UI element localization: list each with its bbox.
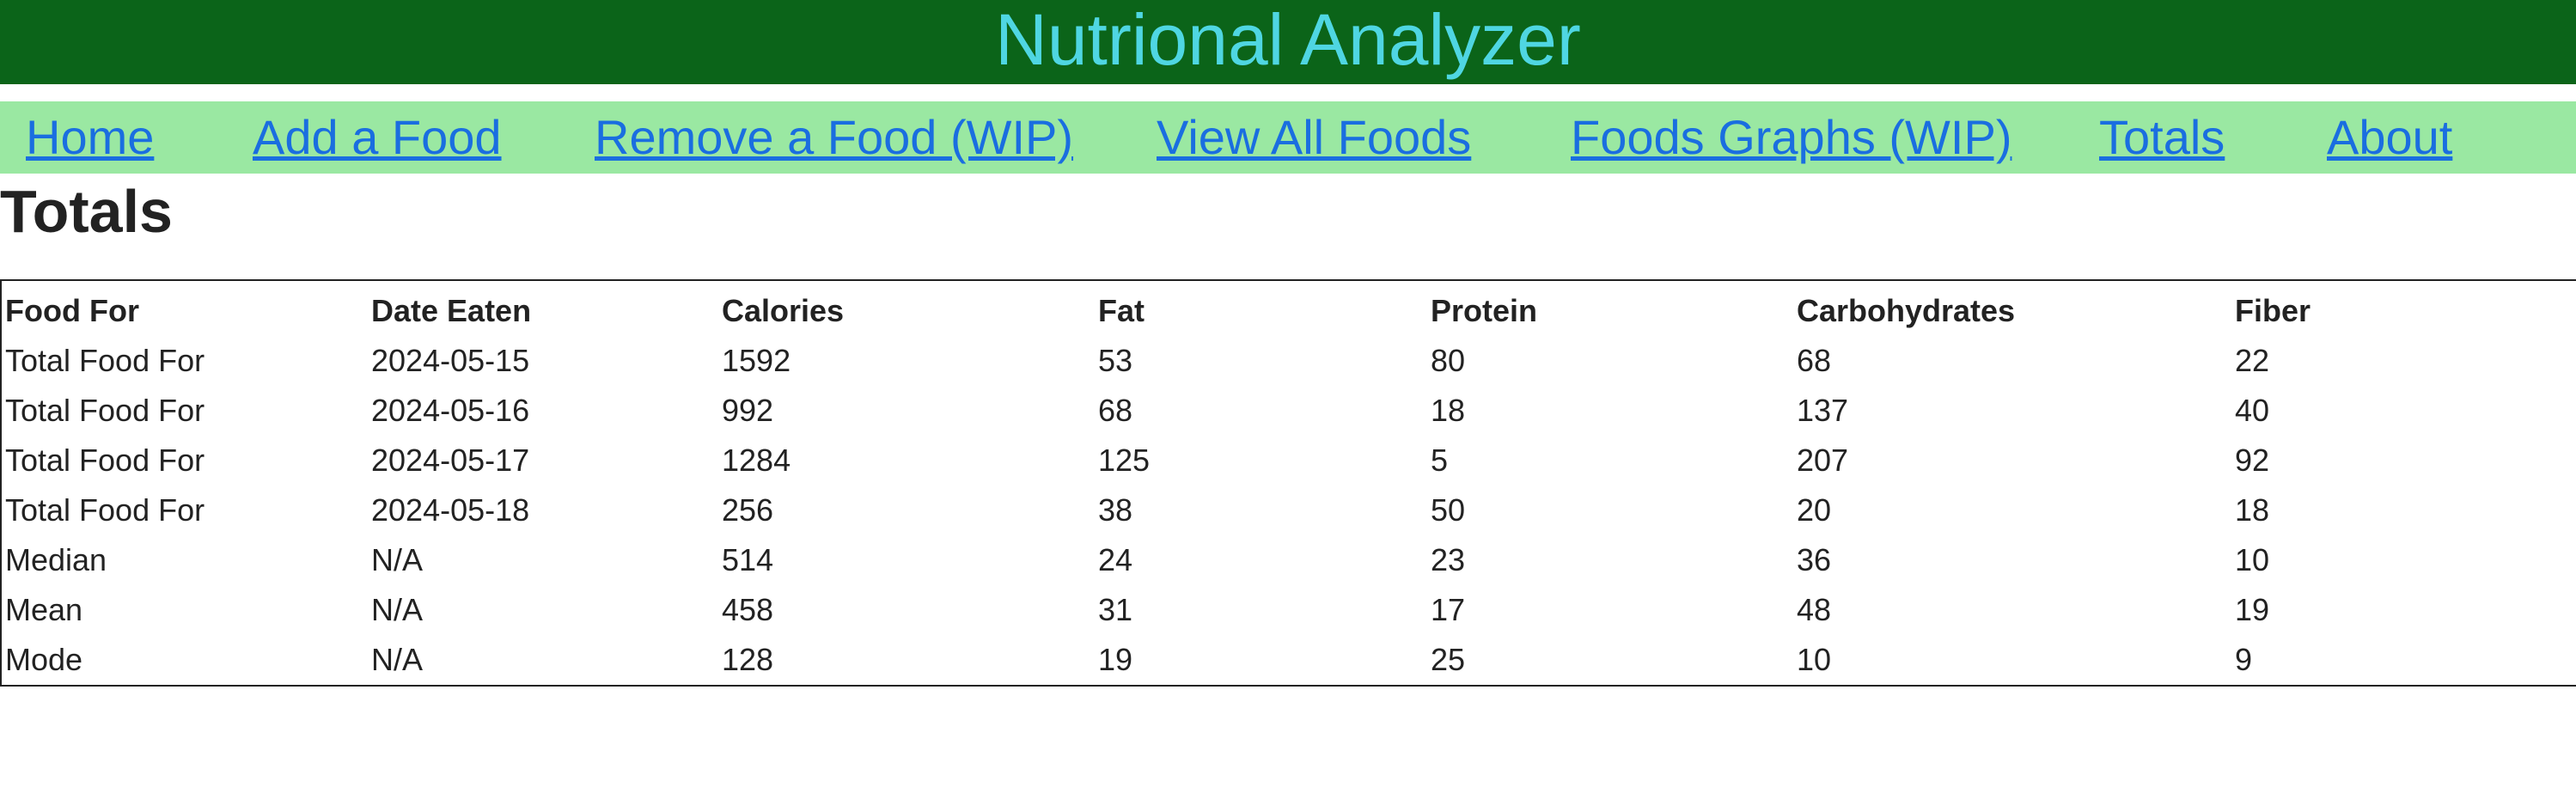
table-row: Total Food For 2024-05-17 1284 125 5 207… xyxy=(1,436,2576,485)
cell-food-for: Total Food For xyxy=(5,492,205,528)
table-row: Total Food For 2024-05-16 992 68 18 137 … xyxy=(1,386,2576,436)
nav-link-remove-food[interactable]: Remove a Food (WIP) xyxy=(595,110,1074,164)
cell-calories: 992 xyxy=(722,393,774,428)
cell-date-eaten: 2024-05-15 xyxy=(371,343,530,378)
cell-date-eaten: 2024-05-17 xyxy=(371,443,530,478)
cell-fat: 31 xyxy=(1098,592,1133,627)
nav-link-foods-graphs[interactable]: Foods Graphs (WIP) xyxy=(1571,110,2012,164)
column-header-fiber: Fiber xyxy=(2235,293,2311,328)
app-title: Nutrional Analyzer xyxy=(995,0,1581,80)
nav-bar: Home Add a Food Remove a Food (WIP) View… xyxy=(0,101,2576,174)
cell-protein: 50 xyxy=(1431,492,1466,528)
column-header-food-for: Food For xyxy=(5,293,139,328)
nav-link-add-food[interactable]: Add a Food xyxy=(253,110,502,164)
column-header-calories: Calories xyxy=(722,293,845,328)
table-row: Median N/A 514 24 23 36 10 xyxy=(1,535,2576,585)
cell-fat: 53 xyxy=(1098,343,1133,378)
table-row: Mode N/A 128 19 25 10 9 xyxy=(1,635,2576,686)
cell-date-eaten: N/A xyxy=(371,592,424,627)
cell-food-for: Total Food For xyxy=(5,393,205,428)
cell-carbohydrates: 207 xyxy=(1797,443,1849,478)
column-header-carbohydrates: Carbohydrates xyxy=(1797,293,2016,328)
cell-date-eaten: N/A xyxy=(371,542,424,577)
cell-calories: 1592 xyxy=(722,343,791,378)
cell-calories: 128 xyxy=(722,642,774,677)
cell-protein: 5 xyxy=(1431,443,1449,478)
cell-calories: 458 xyxy=(722,592,774,627)
column-header-protein: Protein xyxy=(1431,293,1538,328)
cell-fiber: 40 xyxy=(2235,393,2270,428)
cell-carbohydrates: 68 xyxy=(1797,343,1832,378)
totals-table: Food For Date Eaten Calories Fat Protein… xyxy=(0,279,2576,687)
column-header-fat: Fat xyxy=(1098,293,1145,328)
cell-calories: 256 xyxy=(722,492,774,528)
nav-link-totals[interactable]: Totals xyxy=(2099,110,2225,164)
cell-protein: 25 xyxy=(1431,642,1466,677)
cell-fiber: 22 xyxy=(2235,343,2270,378)
cell-protein: 80 xyxy=(1431,343,1466,378)
cell-protein: 18 xyxy=(1431,393,1466,428)
cell-fiber: 18 xyxy=(2235,492,2270,528)
cell-date-eaten: 2024-05-16 xyxy=(371,393,530,428)
cell-carbohydrates: 10 xyxy=(1797,642,1832,677)
cell-food-for: Total Food For xyxy=(5,343,205,378)
cell-carbohydrates: 137 xyxy=(1797,393,1849,428)
column-header-date-eaten: Date Eaten xyxy=(371,293,532,328)
cell-fat: 125 xyxy=(1098,443,1151,478)
cell-calories: 1284 xyxy=(722,443,791,478)
nav-link-about[interactable]: About xyxy=(2327,110,2453,164)
table-row: Mean N/A 458 31 17 48 19 xyxy=(1,585,2576,635)
cell-protein: 23 xyxy=(1431,542,1466,577)
cell-protein: 17 xyxy=(1431,592,1466,627)
cell-carbohydrates: 20 xyxy=(1797,492,1832,528)
cell-fiber: 10 xyxy=(2235,542,2270,577)
cell-fat: 38 xyxy=(1098,492,1133,528)
cell-carbohydrates: 48 xyxy=(1797,592,1832,627)
cell-fiber: 92 xyxy=(2235,443,2270,478)
cell-food-for: Mean xyxy=(5,592,83,627)
cell-food-for: Median xyxy=(5,542,107,577)
cell-food-for: Total Food For xyxy=(5,443,205,478)
cell-fat: 19 xyxy=(1098,642,1133,677)
app-header: Nutrional Analyzer xyxy=(0,0,2576,84)
nav-link-home[interactable]: Home xyxy=(26,110,155,164)
cell-fiber: 9 xyxy=(2235,642,2253,677)
cell-date-eaten: N/A xyxy=(371,642,424,677)
cell-food-for: Mode xyxy=(5,642,83,677)
cell-date-eaten: 2024-05-18 xyxy=(371,492,530,528)
cell-fat: 24 xyxy=(1098,542,1133,577)
page-title: Totals xyxy=(0,178,173,245)
cell-calories: 514 xyxy=(722,542,774,577)
nav-link-view-all-foods[interactable]: View All Foods xyxy=(1157,110,1472,164)
cell-fiber: 19 xyxy=(2235,592,2270,627)
table-header-row: Food For Date Eaten Calories Fat Protein… xyxy=(1,280,2576,336)
cell-carbohydrates: 36 xyxy=(1797,542,1832,577)
table-row: Total Food For 2024-05-15 1592 53 80 68 … xyxy=(1,336,2576,386)
cell-fat: 68 xyxy=(1098,393,1133,428)
table-row: Total Food For 2024-05-18 256 38 50 20 1… xyxy=(1,485,2576,535)
